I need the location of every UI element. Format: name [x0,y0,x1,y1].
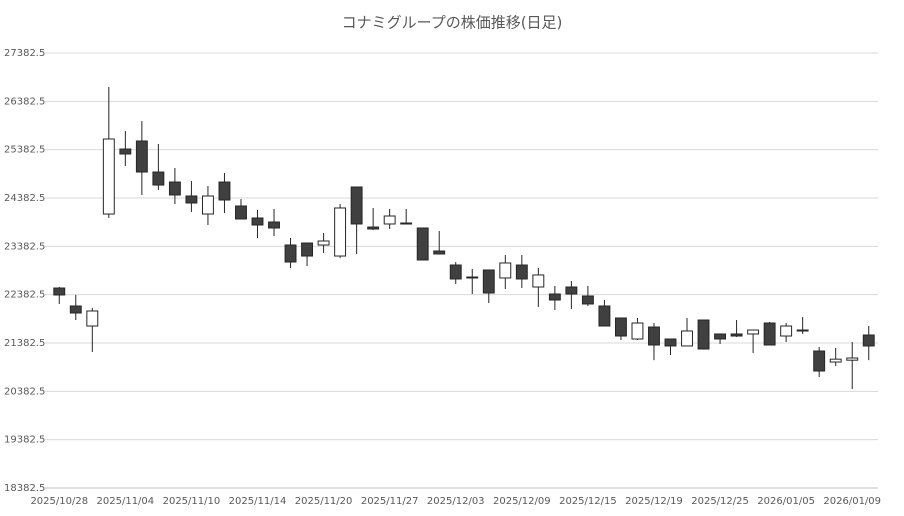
candle-body [730,333,743,337]
x-tick-label: 2025/12/15 [559,496,617,507]
candle-body [301,242,314,257]
x-tick-label: 2025/10/28 [30,496,88,507]
x-tick-label: 2025/12/09 [493,496,551,507]
candle-body [284,244,297,263]
candle-body [714,333,727,340]
candle-body [846,357,859,361]
candle-body [86,310,99,327]
candle-body [383,215,396,225]
candle-body [152,171,165,186]
y-tick-label: 23382.5 [4,241,45,252]
candle-body [218,181,231,201]
candle-body [69,305,82,314]
y-tick-label: 21382.5 [4,338,45,349]
candle-body [201,195,214,215]
candle-body [598,305,611,327]
candle-body [631,322,644,340]
y-tick-label: 24382.5 [4,193,45,204]
candle-body [813,350,826,372]
candle-body [102,138,115,215]
x-tick-label: 2026/01/09 [823,496,881,507]
candle-body [648,326,660,346]
candle-body [862,334,875,347]
y-tick-label: 26382.5 [4,96,45,107]
x-tick-label: 2025/12/03 [427,496,485,507]
x-tick-label: 2025/11/10 [163,496,221,507]
x-tick-label: 2025/11/27 [361,496,419,507]
candle-body [268,221,280,229]
candle-body [334,207,347,257]
y-tick-label: 25382.5 [4,145,45,156]
candle-body [697,319,710,350]
candle-body [565,286,578,295]
y-tick-label: 27382.5 [4,48,45,59]
candle-body [515,264,528,280]
candle-body [235,205,247,220]
candle-body [185,195,198,204]
candle-body [548,293,561,301]
y-tick-label: 18382.5 [4,483,45,494]
x-tick-label: 2026/01/05 [757,496,815,507]
y-tick-label: 22382.5 [4,290,45,301]
candle-body [416,227,429,261]
candle-body [829,358,842,363]
candle-body [168,181,181,196]
candle-body [466,276,479,279]
x-tick-label: 2025/11/14 [229,496,287,507]
candle-body [499,262,512,279]
candle-body [317,240,330,246]
x-tick-label: 2025/12/19 [625,496,683,507]
x-tick-label: 2025/11/20 [295,496,353,507]
y-tick-label: 20382.5 [4,386,45,397]
candle-body [119,148,132,155]
candle-body [135,140,148,173]
candle-body [614,317,627,337]
candle-body [53,287,66,296]
candle-body [581,295,594,305]
candle-body [251,217,264,226]
candle-body [796,329,809,332]
x-tick-label: 2025/11/04 [97,496,155,507]
candle-body [350,186,363,225]
x-tick-label: 2025/12/25 [691,496,749,507]
candle-body [747,329,760,335]
candle-body [449,264,462,280]
candle-body [367,226,380,230]
candle-body [433,250,446,255]
chart-title: コナミグループの株価推移(日足) [342,14,563,32]
candle-body [664,338,677,347]
candle-body [532,274,545,288]
candle-body [681,330,693,347]
candle-body [763,322,776,346]
y-tick-label: 19382.5 [4,435,45,446]
candle-body [400,222,413,225]
candle-body [482,269,495,294]
candle-body [780,325,793,337]
